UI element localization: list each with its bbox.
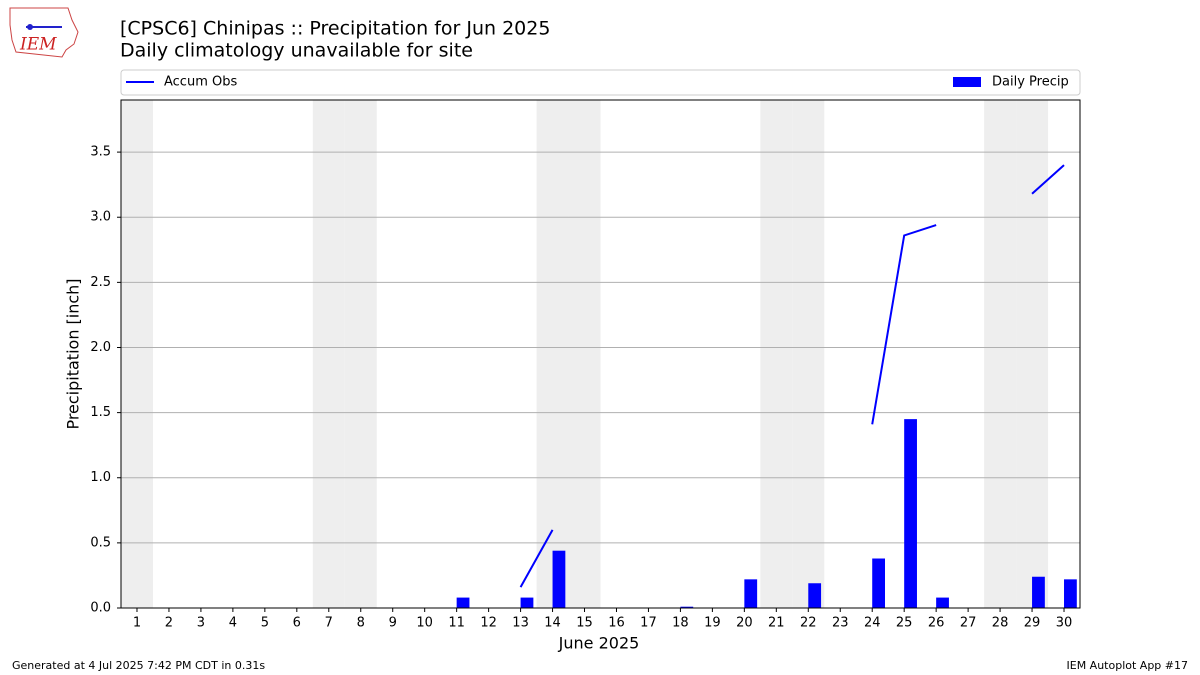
x-tick-label: 3 [197,616,205,631]
x-tick-label: 13 [512,616,529,631]
bar [904,419,917,608]
x-tick-label: 5 [261,616,269,631]
x-tick-label: 29 [1024,616,1041,631]
bar [456,597,470,608]
x-tick-label: 15 [576,616,593,631]
weekend-shade [536,100,569,608]
bar [680,606,694,608]
x-tick-label: 22 [800,616,817,631]
bar [808,583,822,608]
x-tick-label: 18 [672,616,689,631]
y-tick-label: 2.0 [90,340,111,355]
y-tick-label: 2.5 [90,275,111,290]
footer-right: IEM Autoplot App #17 [1067,659,1189,672]
x-tick-label: 16 [608,616,625,631]
bar [872,558,886,608]
plot-frame [120,99,1081,609]
y-axis-label: Precipitation [inch] [64,278,83,429]
x-tick-label: 2 [165,616,173,631]
x-tick-label: 30 [1056,616,1073,631]
weekend-shade [760,100,793,608]
x-tick-label: 23 [832,616,849,631]
y-tick-label: 1.0 [90,470,111,485]
weekend-shade [568,100,601,608]
y-tick-label: 0.5 [90,535,111,550]
x-tick-label: 14 [544,616,561,631]
y-tick-label: 0.0 [90,601,111,616]
weekend-shade [792,100,825,608]
legend-swatch [953,77,981,87]
legend-label: Accum Obs [164,75,237,90]
weekend-shade [312,100,345,608]
bar [1032,576,1045,608]
x-tick-label: 27 [960,616,977,631]
x-tick-label: 17 [640,616,657,631]
x-tick-label: 25 [896,616,913,631]
y-tick-label: 3.5 [90,145,111,160]
bar [744,579,758,608]
x-tick-label: 8 [357,616,365,631]
x-tick-label: 10 [416,616,433,631]
x-tick-label: 11 [448,616,465,631]
line [519,164,1065,588]
svg-text:IEM: IEM [19,35,57,55]
logo: IEM [9,7,79,58]
x-tick-label: 1 [133,616,141,631]
x-axis-label: June 2025 [558,634,640,653]
bar [1064,579,1077,608]
weekend-shade [121,100,153,608]
x-tick-label: 20 [736,616,753,631]
footer-left: Generated at 4 Jul 2025 7:42 PM CDT in 0… [12,659,265,672]
chart-title: [CPSC6] Chinipas :: Precipitation for Ju… [120,18,550,40]
weekend-shade [984,100,1017,608]
y-tick-label: 1.5 [90,405,111,420]
x-tick-label: 24 [864,616,881,631]
bar [552,550,566,608]
x-tick-label: 7 [325,616,333,631]
x-tick-label: 6 [293,616,301,631]
x-tick-label: 28 [992,616,1009,631]
weekend-shade [1016,100,1049,608]
x-tick-label: 9 [389,616,397,631]
y-tick-label: 3.0 [90,210,111,225]
x-tick-label: 19 [704,616,721,631]
x-tick-label: 4 [229,616,237,631]
chart-subtitle: Daily climatology unavailable for site [120,40,473,62]
weekend-shade [344,100,377,608]
legend-box [120,69,1081,96]
bar [520,597,534,608]
x-tick-label: 12 [480,616,497,631]
legend-label: Daily Precip [992,75,1069,90]
x-tick-label: 21 [768,616,785,631]
x-tick-label: 26 [928,616,945,631]
bar [936,597,949,608]
